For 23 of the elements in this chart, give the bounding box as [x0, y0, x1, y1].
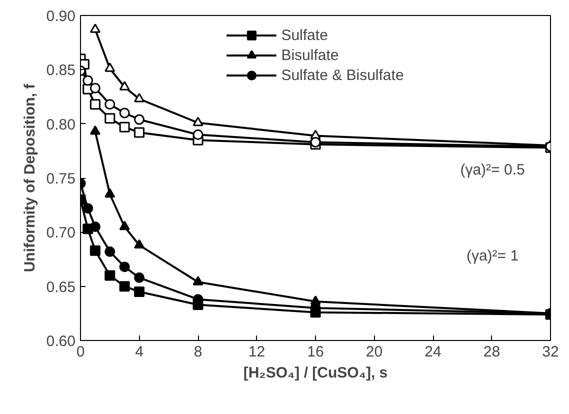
y-tick-label: 0.90	[46, 8, 76, 25]
legend-label: Bisulfate	[281, 46, 339, 64]
x-tick-label: 0	[76, 344, 85, 360]
x-tick-label: 8	[194, 344, 202, 360]
x-axis-title: [H₂SO₄] / [CuSO₄], s	[243, 364, 388, 382]
x-tick-label: 32	[542, 344, 559, 360]
x-tick-label: 12	[248, 344, 266, 360]
x-tick-label: 24	[424, 344, 442, 360]
y-tick-label: 0.65	[46, 278, 76, 296]
legend-label: Sulfate	[281, 26, 328, 44]
y-tick-label: 0.70	[46, 224, 76, 242]
y-tick-label: 0.75	[46, 170, 76, 188]
y-axis-title: Uniformity of Deposition, f	[21, 82, 38, 272]
annotation: (γa)²= 1	[466, 248, 519, 264]
x-tick-label: 4	[135, 344, 144, 360]
y-tick-label: 0.85	[46, 62, 76, 80]
legend-label: Sulfate & Bisulfate	[281, 66, 404, 84]
annotation: (γa)²= 0.5	[460, 162, 525, 178]
y-tick-label: 0.60	[46, 333, 76, 350]
x-tick-label: 20	[366, 344, 383, 360]
x-tick-label: 28	[483, 344, 500, 360]
x-tick-label: 16	[307, 344, 324, 360]
y-tick-label: 0.80	[46, 116, 76, 134]
